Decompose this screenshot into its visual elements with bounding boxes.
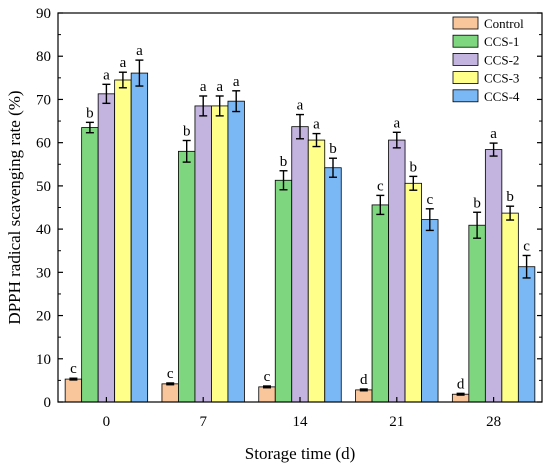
y-tick-label: 60 [36,136,51,152]
bars-layer [64,72,536,403]
bar-ccs-1-7 [178,150,196,403]
bar-control-7 [161,383,179,403]
significance-letter: b [183,124,191,140]
bar-ccs-1-21 [371,204,389,403]
significance-letter: c [377,178,384,194]
bar-ccs-4-0 [130,72,149,403]
legend-swatch-ccs-2 [452,53,479,66]
significance-letter: a [313,117,320,133]
y-tick-label: 10 [36,352,51,368]
significance-letter: a [200,79,207,95]
bar-ccs-1-14 [274,179,293,403]
axes-layer: 0 10 20 30 40 50 60 70 80 90 0 7 14 21 28 [36,6,543,430]
significance-letter: a [233,74,240,90]
bar-ccs-2-7 [194,105,212,403]
significance-letter: b [506,189,514,205]
bar-control-14 [258,386,276,403]
x-axis-title: Storage time (d) [245,444,355,463]
significance-letter: c [426,192,433,208]
bar-ccs-3-28 [501,212,519,403]
significance-letter: c [523,238,530,254]
x-tick-label: 0 [103,414,111,430]
y-tick-label: 40 [36,222,51,238]
bar-ccs-1-0 [81,127,99,403]
bar-ccs-2-28 [484,149,503,403]
x-tick-label: 28 [486,414,501,430]
legend-swatch-ccs-3 [452,71,479,84]
legend: Control CCS-1 CCS-2 CCS-3 CCS-4 [452,16,524,104]
legend-label-ccs-1: CCS-1 [484,34,519,49]
y-axis-title: DPPH radical scavenging rate (%) [5,90,24,324]
y-tick-label: 50 [36,179,51,195]
y-tick-label: 20 [36,309,51,325]
significance-letter: b [329,141,337,157]
bar-ccs-4-21 [421,219,439,403]
bar-ccs-2-14 [291,126,309,403]
significance-letter: a [120,55,127,71]
legend-label-control: Control [484,16,524,31]
legend-label-ccs-3: CCS-3 [484,71,519,86]
bar-ccs-3-0 [114,79,132,403]
significance-letter: a [490,126,497,142]
significance-letter: b [410,159,418,175]
y-tick-label: 30 [36,265,51,281]
significance-letter: a [103,67,110,83]
x-tick-label: 21 [389,414,404,430]
significance-letter: a [297,98,304,114]
y-tick-label: 70 [36,92,51,108]
bar-ccs-4-7 [227,100,245,403]
bar-ccs-2-0 [97,93,116,403]
significance-letter: c [167,366,174,382]
bar-ccs-3-14 [307,139,326,403]
bar-ccs-4-28 [517,266,536,403]
legend-label-ccs-4: CCS-4 [484,89,520,104]
significance-letter: c [70,361,77,377]
bar-ccs-3-21 [404,182,422,403]
bar-control-0 [64,378,83,403]
significance-letter: b [86,105,94,121]
x-tick-label: 7 [199,414,207,430]
y-tick-label: 0 [44,395,52,411]
bar-ccs-2-21 [388,139,406,403]
significance-letter: d [457,376,465,392]
bar-control-21 [355,389,373,403]
significance-letter: a [136,43,143,59]
bar-ccs-1-28 [468,224,486,403]
y-tick-label: 80 [36,49,51,65]
x-tick-label: 14 [293,414,309,430]
legend-label-ccs-2: CCS-2 [484,52,519,67]
bar-ccs-3-7 [211,105,229,403]
significance-letter: c [264,369,271,385]
legend-swatch-control [452,16,479,30]
significance-letter: b [473,195,481,211]
significance-letter: d [360,372,368,388]
significance-letter: a [216,79,223,95]
significance-letter: a [393,115,400,131]
error-bars-layer [69,59,531,396]
bar-ccs-4-14 [324,167,342,403]
legend-swatch-ccs-4 [452,89,479,103]
significance-letter: b [280,154,288,170]
legend-swatch-ccs-1 [452,34,479,48]
y-tick-label: 90 [36,6,51,22]
